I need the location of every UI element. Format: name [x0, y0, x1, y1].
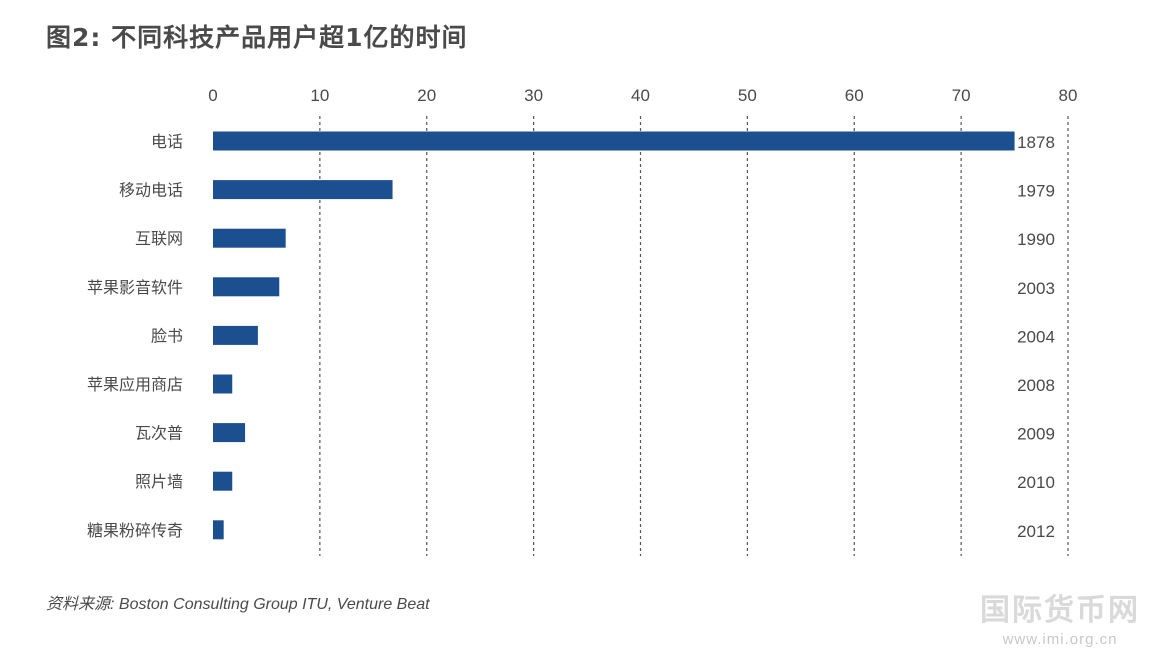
- x-tick-label: 50: [738, 86, 757, 105]
- year-label: 2004: [1017, 327, 1055, 346]
- x-tick-label: 0: [208, 86, 217, 105]
- bar: [213, 471, 233, 491]
- year-label: 2008: [1017, 376, 1055, 395]
- category-label: 糖果粉碎传奇: [87, 521, 183, 540]
- year-label: 2010: [1017, 473, 1055, 492]
- watermark: 国际货币网 www.imi.org.cn: [975, 585, 1145, 648]
- bar: [213, 423, 246, 443]
- bar: [213, 277, 280, 297]
- bar: [213, 374, 233, 394]
- x-tick-label: 10: [310, 86, 329, 105]
- year-label: 2009: [1017, 425, 1055, 444]
- category-label: 苹果影音软件: [87, 278, 183, 297]
- bars: [213, 131, 1015, 540]
- bar: [213, 131, 1015, 151]
- x-axis-ticks: 0 10 20 30 40 50 60 70 80: [208, 86, 1077, 105]
- bar: [213, 325, 258, 345]
- chart-title: 图2: 不同科技产品用户超1亿的时间: [46, 23, 468, 52]
- x-tick-label: 80: [1059, 86, 1078, 105]
- year-label: 2003: [1017, 279, 1055, 298]
- x-tick-label: 30: [524, 86, 543, 105]
- year-label: 2012: [1017, 522, 1055, 541]
- bar: [213, 520, 224, 540]
- x-tick-label: 60: [845, 86, 864, 105]
- category-label: 苹果应用商店: [87, 375, 183, 394]
- bar: [213, 228, 286, 248]
- x-tick-label: 40: [631, 86, 650, 105]
- year-label: 1979: [1017, 182, 1055, 201]
- category-label: 电话: [151, 132, 183, 151]
- gridlines: [319, 116, 1069, 556]
- category-label: 瓦次普: [135, 424, 183, 443]
- x-tick-label: 70: [952, 86, 971, 105]
- year-labels: 1878 1979 1990 2003 2004 2008 2009 2010 2012: [1017, 133, 1055, 541]
- category-label: 照片墙: [135, 472, 183, 491]
- bar: [213, 180, 393, 200]
- category-label: 移动电话: [119, 181, 183, 200]
- x-tick-label: 20: [417, 86, 436, 105]
- category-label: 脸书: [151, 326, 183, 345]
- year-label: 1878: [1017, 133, 1055, 152]
- watermark-name: 国际货币网: [980, 593, 1140, 628]
- category-label: 互联网: [135, 229, 183, 248]
- source-note: 资料来源: Boston Consulting Group ITU, Ventu…: [46, 596, 430, 613]
- watermark-url: www.imi.org.cn: [1002, 631, 1118, 648]
- year-label: 1990: [1017, 230, 1055, 249]
